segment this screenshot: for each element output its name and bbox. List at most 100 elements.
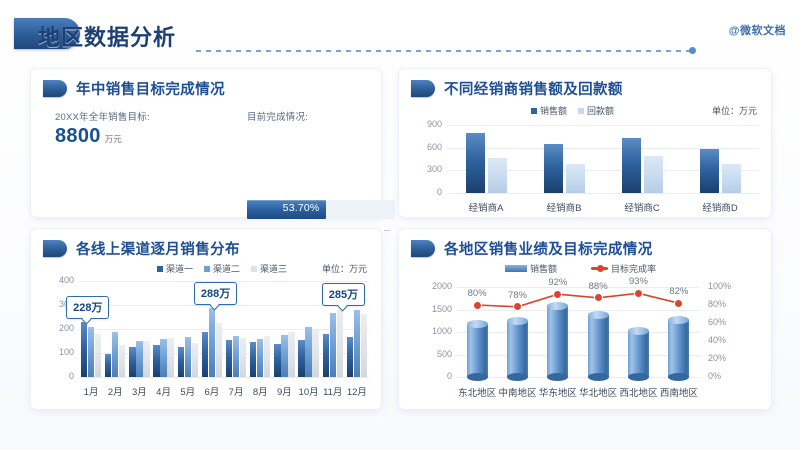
dealer-chart-plot: 900 600 300 0 经销商A 经销商B 经销商C 经销商D bbox=[399, 69, 771, 217]
line-point-西北地区 bbox=[635, 289, 642, 297]
legend-item-1: 渠道二 bbox=[204, 262, 240, 275]
bar-渠道一-1月 bbox=[80, 322, 88, 377]
gridline-0 bbox=[79, 377, 369, 378]
dealer-chart-legend: 销售额 回款额 bbox=[531, 104, 614, 117]
bar-渠道三-9月 bbox=[288, 332, 295, 377]
y-axis-tick-400: 400 bbox=[58, 275, 74, 285]
callout-2: 285万 bbox=[321, 282, 366, 306]
line-label-东北地区: 80% bbox=[467, 288, 487, 299]
region-card-title: 各地区销售业绩及目标完成情况 bbox=[444, 242, 653, 258]
x-axis-label-1: 中南地区 bbox=[498, 388, 537, 399]
y-axis-tick-2000: 2000 bbox=[431, 281, 452, 291]
progress-bar-value: 53.70% bbox=[282, 202, 320, 214]
x-axis-label-3: 华北地区 bbox=[579, 388, 618, 399]
bar-渠道二-2月 bbox=[112, 331, 119, 377]
cylinder-bar-西南地区 bbox=[668, 316, 690, 381]
kpi-card: 年中销售目标完成情况 20XX年全年销售目标: 8800 万元 目前完成情况: 5… bbox=[30, 68, 395, 299]
gridline-300 bbox=[79, 305, 369, 306]
legend-swatch-1 bbox=[204, 265, 211, 272]
x-axis-label-9: 10月 bbox=[298, 387, 319, 398]
bar-渠道一-5月 bbox=[177, 347, 184, 377]
legend-item-1: 目标完成率 bbox=[591, 262, 656, 275]
legend-swatch-2 bbox=[251, 265, 258, 272]
cylinder-bar-华北地区 bbox=[587, 310, 609, 382]
cylinder-bar-华东地区 bbox=[547, 302, 569, 381]
legend-label-1: 渠道二 bbox=[213, 264, 241, 274]
x-axis-label-0: 1月 bbox=[83, 387, 99, 398]
line-label-西南地区: 82% bbox=[669, 286, 689, 298]
bullet-pill-icon bbox=[411, 80, 435, 97]
line-label-华东地区: 92% bbox=[548, 277, 568, 289]
gridline-200 bbox=[79, 329, 369, 330]
y2-axis-tick-0: 100% bbox=[708, 281, 732, 291]
bar-渠道一-2月 bbox=[105, 353, 112, 377]
line-point-华东地区 bbox=[554, 290, 562, 298]
gridline-1500 bbox=[457, 309, 699, 311]
x-axis-label-8: 9月 bbox=[277, 387, 292, 398]
x-axis-label-2: 华东地区 bbox=[538, 388, 577, 399]
bar-回款额-经销商B bbox=[565, 164, 585, 193]
gridline-900 bbox=[447, 125, 759, 126]
bar-销售额-经销商B bbox=[543, 143, 563, 193]
bar-渠道三-5月 bbox=[191, 342, 198, 377]
y2-axis-tick-4: 20% bbox=[708, 353, 727, 363]
bar-渠道二-8月 bbox=[257, 339, 264, 377]
bar-渠道三-12月 bbox=[360, 314, 368, 377]
bullet-pill-icon bbox=[43, 80, 67, 97]
bar-渠道二-7月 bbox=[232, 335, 240, 377]
legend-label-0: 销售额 bbox=[530, 264, 558, 274]
kpi-card-header: 年中销售目标完成情况 bbox=[43, 79, 225, 98]
channel-chart-legend: 渠道一 渠道二 渠道三 bbox=[157, 262, 287, 275]
bar-渠道二-5月 bbox=[184, 337, 191, 377]
bar-销售额-经销商C bbox=[621, 137, 641, 193]
bar-回款额-经销商C bbox=[643, 155, 663, 193]
line-point-华北地区 bbox=[594, 294, 602, 302]
bar-渠道一-12月 bbox=[346, 336, 354, 377]
channel-chart-plot: 40030020010001月2月3月4月5月6月7月8月9月10月11月12月… bbox=[31, 229, 381, 409]
bar-渠道一-7月 bbox=[225, 340, 233, 377]
x-axis-label-0: 经销商A bbox=[468, 203, 504, 214]
dealer-unit-note: 单位：万元 bbox=[711, 106, 757, 116]
x-axis-label-5: 6月 bbox=[204, 387, 220, 398]
y-axis-tick-0: 0 bbox=[436, 187, 442, 197]
legend-label-1: 目标完成率 bbox=[611, 264, 657, 274]
x-axis-label-0: 东北地区 bbox=[458, 388, 497, 399]
y-axis-tick-600: 600 bbox=[426, 141, 442, 152]
bar-回款额-经销商D bbox=[721, 164, 741, 193]
legend-item-1: 回款额 bbox=[578, 104, 614, 117]
page-title: 地区数据分析 bbox=[38, 25, 177, 50]
x-axis-label-6: 7月 bbox=[228, 387, 244, 398]
goal-label: 20XX年全年销售目标: bbox=[55, 112, 150, 123]
y-axis-tick-100: 100 bbox=[58, 347, 74, 357]
legend-label-0: 渠道一 bbox=[166, 264, 194, 274]
line-label-华北地区: 88% bbox=[588, 280, 608, 292]
x-axis-label-3: 4月 bbox=[156, 387, 171, 398]
legend-item-0: 渠道一 bbox=[157, 262, 193, 275]
region-card-header: 各地区销售业绩及目标完成情况 bbox=[411, 239, 653, 258]
gridline-0 bbox=[457, 377, 699, 378]
bar-渠道二-3月 bbox=[136, 341, 143, 377]
header-rule-end-dot bbox=[689, 47, 696, 54]
slide-header: 地区数据分析 @微软文档 bbox=[0, 14, 800, 54]
bar-渠道一-9月 bbox=[274, 344, 281, 377]
bullet-pill-icon bbox=[411, 240, 435, 257]
y-axis-tick-0: 0 bbox=[446, 371, 452, 381]
progress-label: 目前完成情况: bbox=[247, 112, 309, 123]
bar-渠道一-11月 bbox=[322, 334, 329, 377]
y2-axis-tick-5: 0% bbox=[708, 371, 722, 381]
legend-label-2: 渠道三 bbox=[260, 264, 288, 274]
bar-渠道三-2月 bbox=[119, 344, 126, 377]
bar-渠道二-10月 bbox=[305, 326, 312, 377]
line-label-中南地区: 78% bbox=[507, 289, 527, 301]
line-point-东北地区 bbox=[473, 301, 481, 309]
legend-item-2: 渠道三 bbox=[251, 262, 287, 275]
legend-swatch-0 bbox=[531, 107, 537, 114]
legend-swatch-line bbox=[591, 264, 609, 272]
bar-渠道二-9月 bbox=[281, 334, 288, 377]
bar-渠道三-3月 bbox=[143, 341, 150, 377]
goal-value-number: 8800 bbox=[55, 125, 101, 147]
x-axis-label-5: 西南地区 bbox=[659, 388, 698, 399]
channel-card-header: 各线上渠道逐月销售分布 bbox=[43, 239, 240, 258]
bar-渠道一-10月 bbox=[298, 340, 305, 377]
